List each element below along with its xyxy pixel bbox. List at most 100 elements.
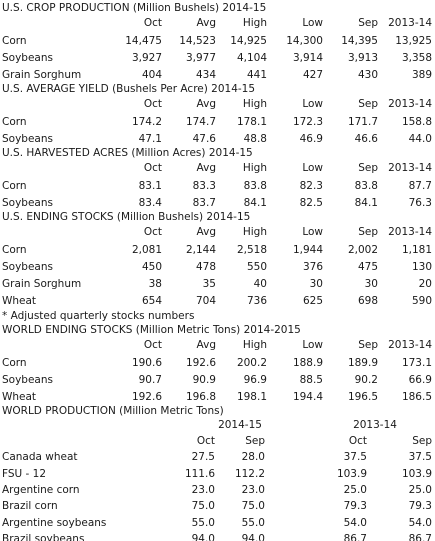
cell-value: 3,914 [292,52,323,64]
cell-value: 30 [364,278,378,290]
cell-value: 54.0 [343,516,367,529]
cell-value: 158.8 [401,116,432,128]
cell-value: 3,358 [401,52,432,64]
cell-value: 178.1 [236,116,267,128]
column-header: Oct [143,162,162,174]
cell-value: 14,475 [125,35,162,47]
cell-value: 83.8 [354,180,378,192]
column-header: Oct [196,435,215,447]
note: * Adjusted quarterly stocks numbers [2,310,195,322]
section-title: U.S. AVERAGE YIELD (Bushels Per Acre) 20… [2,83,256,95]
cell-value: 48.8 [243,133,267,145]
cell-value: 90.9 [192,374,216,386]
cell-value: 27.5 [191,451,215,464]
cell-value: 171.7 [347,116,378,128]
cell-value: 96.9 [243,374,267,386]
column-header: Avg [196,339,216,351]
section-title: U.S. CROP PRODUCTION (Million Bushels) 2… [2,2,267,14]
cell-value: 83.4 [138,197,162,209]
cell-value: 82.3 [299,180,323,192]
row-label: Wheat [2,295,37,307]
row-label: Brazil soybeans [2,532,85,541]
cell-value: 654 [141,295,162,307]
column-header: 2013-14 [388,17,432,29]
section-title: U.S. HARVESTED ACRES (Million Acres) 201… [2,147,253,159]
cell-value: 84.1 [354,197,378,209]
cell-value: 14,395 [341,35,378,47]
cell-value: 174.7 [185,116,216,128]
column-header: 2013-14 [388,226,432,238]
cell-value: 35 [202,278,216,290]
column-header: Sep [358,17,378,29]
cell-value: 376 [302,261,323,273]
row-label: Soybeans [2,197,53,209]
cell-value: 55.0 [191,516,215,529]
cell-value: 198.1 [236,391,267,403]
row-label: Soybeans [2,52,53,64]
row-label: Corn [2,357,27,369]
column-header: Sep [412,435,432,447]
cell-value: 3,913 [347,52,378,64]
cell-value: 90.2 [354,374,378,386]
column-header: Low [302,162,323,174]
cell-value: 475 [357,261,378,273]
row-label: Corn [2,180,27,192]
cell-value: 194.4 [292,391,323,403]
cell-value: 37.5 [343,451,367,464]
cell-value: 427 [302,69,323,81]
cell-value: 441 [246,69,267,81]
cell-value: 434 [195,69,216,81]
cell-value: 736 [246,295,267,307]
column-header: Oct [143,98,162,110]
column-header: 2013-14 [388,162,432,174]
section-title: WORLD ENDING STOCKS (Million Metric Tons… [2,324,301,336]
cell-value: 478 [195,261,216,273]
cell-value: 75.0 [241,500,265,513]
cell-value: 450 [141,261,162,273]
cell-value: 111.6 [184,467,215,480]
cell-value: 189.9 [347,357,378,369]
cell-value: 76.3 [408,197,432,209]
row-label: Argentine soybeans [2,516,107,529]
cell-value: 86.7 [343,532,367,541]
cell-value: 704 [195,295,216,307]
cell-value: 83.1 [138,180,162,192]
row-label: Canada wheat [2,451,78,464]
cell-value: 2,518 [236,244,267,256]
row-label: Brazil corn [2,500,58,513]
row-label: Grain Sorghum [2,278,82,290]
cell-value: 389 [411,69,432,81]
column-header: High [242,98,267,110]
cell-value: 66.9 [408,374,432,386]
cell-value: 94.0 [241,532,265,541]
cell-value: 38 [148,278,162,290]
column-header: Oct [348,435,367,447]
cell-value: 1,181 [401,244,432,256]
group-header: 2013-14 [353,419,397,431]
cell-value: 625 [302,295,323,307]
column-header: High [242,17,267,29]
cell-value: 196.8 [185,391,216,403]
cell-value: 30 [309,278,323,290]
cell-value: 14,925 [230,35,267,47]
cell-value: 186.5 [401,391,432,403]
cell-value: 3,977 [185,52,216,64]
cell-value: 87.7 [408,180,432,192]
cell-value: 83.7 [192,197,216,209]
cell-value: 40 [253,278,267,290]
column-header: Sep [358,226,378,238]
row-label: Soybeans [2,374,53,386]
row-label: Argentine corn [2,483,80,496]
cell-value: 192.6 [185,357,216,369]
cell-value: 84.1 [243,197,267,209]
cell-value: 200.2 [236,357,267,369]
cell-value: 86.7 [408,532,432,541]
column-header: Low [302,226,323,238]
cell-value: 4,104 [236,52,267,64]
cell-value: 20 [418,278,432,290]
column-header: Oct [143,17,162,29]
column-header: Oct [143,339,162,351]
section-title: WORLD PRODUCTION (Million Metric Tons) [2,405,224,417]
cell-value: 55.0 [241,516,265,529]
